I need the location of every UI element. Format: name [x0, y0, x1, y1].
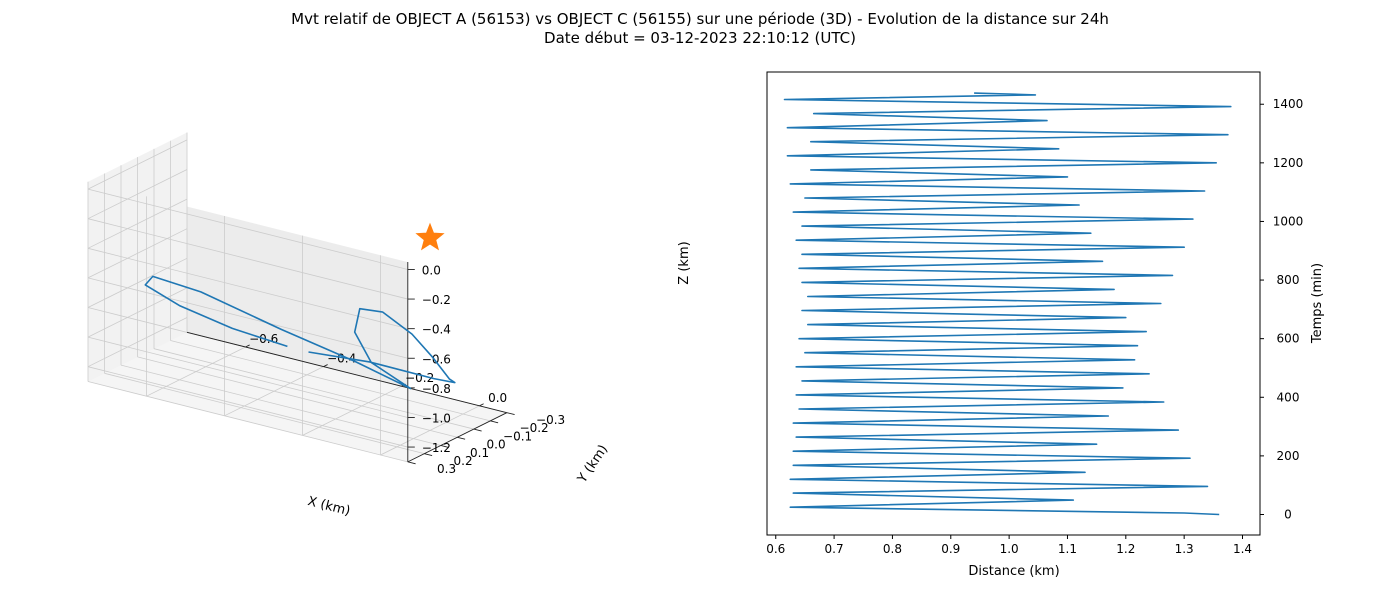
x-tick-label-2d: 0.8 [883, 542, 902, 556]
z-tick-label-3d: −1.0 [422, 411, 451, 425]
trajectory-line-3d [144, 275, 456, 390]
grid-line [87, 198, 188, 249]
z-tick-label-3d: −0.6 [422, 352, 451, 366]
y-tick-3d [457, 436, 466, 440]
grid-line [87, 257, 188, 308]
figure-title: Mvt relatif de OBJECT A (56153) vs OBJEC… [0, 10, 1400, 48]
grid-line [87, 336, 408, 418]
x-tick-label-2d: 0.7 [825, 542, 844, 556]
y-tick-label-3d: −0.1 [503, 429, 532, 443]
title-line-2: Date début = 03-12-2023 22:10:12 (UTC) [544, 29, 856, 47]
x-tick-3d [245, 344, 250, 348]
y-tick-label-2d: 800 [1277, 273, 1300, 287]
grid-line [137, 356, 458, 438]
z-tick-label-3d: −1.2 [422, 441, 451, 455]
y-tick-label-2d: 1400 [1273, 97, 1304, 111]
grid-line [87, 218, 408, 300]
y-tick-label-3d: 0.3 [437, 462, 456, 476]
x-tick-label-3d: −0.2 [405, 371, 434, 385]
z-tick-label-3d: −0.8 [422, 382, 451, 396]
grid-line [104, 372, 425, 455]
title-line-1: Mvt relatif de OBJECT A (56153) vs OBJEC… [291, 10, 1109, 28]
x-tick-label-2d: 1.3 [1175, 542, 1194, 556]
y-tick-3d [440, 445, 449, 448]
y-tick-label-2d: 200 [1277, 449, 1300, 463]
y-tick-3d [407, 461, 416, 465]
y-tick-label-3d: 0.1 [470, 446, 489, 460]
z-tick-label-3d: 0.0 [422, 263, 441, 277]
x-tick-label-2d: 0.6 [766, 542, 785, 556]
grid-line [170, 340, 491, 422]
grid-line [87, 277, 408, 359]
plot-frame-2d [766, 71, 1261, 536]
grid-line [87, 381, 408, 463]
y-tick-label-2d: 400 [1277, 390, 1300, 404]
grid-line [153, 348, 474, 430]
y-tick-label-2d: 1200 [1273, 156, 1304, 170]
x-tick-label-2d: 1.4 [1233, 542, 1252, 556]
y-tick-label-3d: −0.2 [520, 421, 549, 435]
x-tick-3d [323, 364, 328, 368]
x-tick-label-2d: 1.1 [1058, 542, 1077, 556]
x-tick-label-2d: 1.2 [1116, 542, 1135, 556]
plot-frame [766, 71, 1261, 536]
axes-3d: −0.6−0.4−0.20.0−0.3−0.2−0.10.00.10.20.30… [186, 262, 565, 476]
grid-line [87, 228, 188, 279]
distance-series-line [783, 92, 1232, 516]
y-tick-3d [506, 412, 515, 416]
y-tick-3d [473, 428, 482, 432]
x-axis-line-3d [186, 331, 507, 414]
grid-line [87, 188, 408, 270]
star-marker [415, 222, 445, 251]
y-tick-label-2d: 0 [1284, 507, 1292, 521]
z-tick-label-3d: −0.4 [422, 323, 451, 337]
z-tick-label-3d: −0.2 [422, 293, 451, 307]
y-tick-label-2d: 1000 [1273, 214, 1304, 228]
grid-line [120, 364, 441, 446]
z-axis-label-3d: Z (km) [677, 241, 692, 284]
y-tick-label-3d: 0.2 [454, 454, 473, 468]
x-tick-label-3d: −0.4 [327, 352, 356, 366]
data-2d [783, 92, 1232, 516]
grid-line [87, 317, 188, 368]
y-tick-label-3d: −0.3 [536, 413, 565, 427]
x-axis-label-2d: Distance (km) [968, 564, 1059, 579]
grid-line [87, 366, 408, 448]
grid-line [87, 139, 188, 190]
x-tick-label-2d: 1.0 [1000, 542, 1019, 556]
y-tick-3d [490, 420, 499, 424]
x-ticks-2d: 0.6 0.7 0.8 0.9 1.0 1.1 1.2 1.3 1.4 [766, 535, 1252, 556]
grid-3d [87, 132, 507, 463]
data-3d [144, 222, 456, 390]
y-ticks-2d: 0 200 400 600 800 1000 1200 1400 [1260, 97, 1303, 521]
y-axis-label-2d: Temps (min) [1310, 263, 1325, 344]
grid-line [87, 169, 188, 220]
grid-line [87, 287, 188, 338]
y-tick-label-3d: 0.0 [487, 438, 506, 452]
y-tick-3d [424, 453, 433, 457]
x-tick-label-2d: 0.9 [941, 542, 960, 556]
grid-line [87, 247, 408, 330]
x-tick-label-3d: 0.0 [488, 391, 507, 405]
y-tick-label-2d: 600 [1277, 332, 1300, 346]
x-tick-3d [479, 403, 484, 407]
